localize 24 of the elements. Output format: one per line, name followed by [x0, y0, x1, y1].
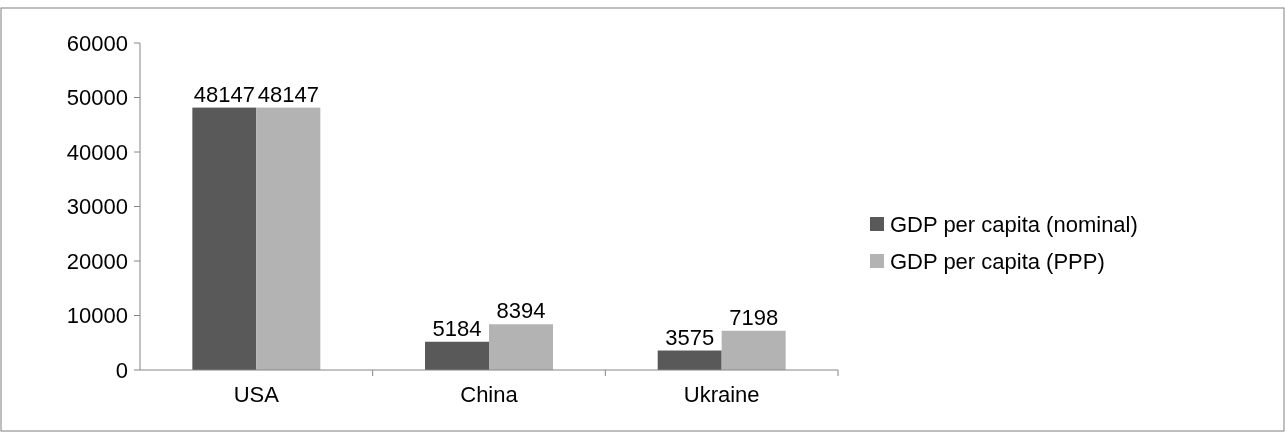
data-label: 48147: [257, 81, 319, 107]
y-tick-label: 40000: [66, 139, 128, 165]
data-label: 7198: [729, 304, 779, 330]
y-tick-label: 10000: [66, 303, 128, 329]
y-tick-label: 60000: [66, 30, 128, 56]
data-label: 8394: [496, 298, 546, 324]
bar: [489, 324, 553, 370]
bar: [256, 107, 321, 370]
y-tick-label: 30000: [66, 194, 128, 220]
x-tick-label: USA: [233, 382, 280, 407]
data-label: 3575: [665, 324, 715, 350]
legend-label: GDP per capita (nominal): [890, 211, 1138, 237]
bar: [192, 107, 257, 370]
bar: [657, 350, 722, 370]
x-tick-label: China: [460, 382, 519, 407]
y-tick-label: 20000: [66, 248, 128, 274]
bar: [425, 341, 489, 370]
y-tick-label: 0: [115, 357, 128, 383]
x-tick-label: Ukraine: [683, 382, 760, 407]
data-label: 48147: [193, 81, 255, 107]
y-tick-label: 50000: [66, 85, 128, 111]
bar: [721, 330, 786, 370]
legend-label: GDP per capita (PPP): [890, 248, 1105, 274]
data-label: 5184: [432, 315, 482, 341]
